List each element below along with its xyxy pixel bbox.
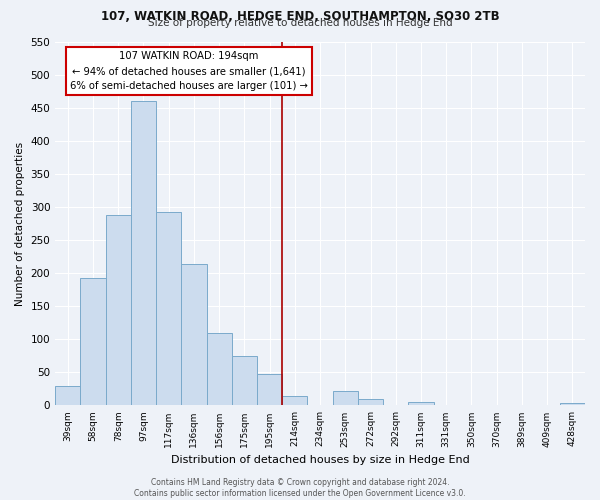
Bar [409, 402, 434, 406]
Bar [358, 399, 383, 406]
Text: 107, WATKIN ROAD, HEDGE END, SOUTHAMPTON, SO30 2TB: 107, WATKIN ROAD, HEDGE END, SOUTHAMPTON… [101, 10, 499, 23]
Bar [80, 278, 106, 406]
Bar [560, 404, 585, 406]
Bar [206, 332, 232, 406]
Bar [55, 386, 80, 406]
Bar [332, 391, 358, 406]
Text: Contains HM Land Registry data © Crown copyright and database right 2024.
Contai: Contains HM Land Registry data © Crown c… [134, 478, 466, 498]
Bar [282, 396, 307, 406]
Bar [257, 374, 282, 406]
Y-axis label: Number of detached properties: Number of detached properties [15, 142, 25, 306]
Bar [156, 212, 181, 406]
Bar [131, 101, 156, 406]
Bar [106, 215, 131, 406]
Text: 107 WATKIN ROAD: 194sqm
← 94% of detached houses are smaller (1,641)
6% of semi-: 107 WATKIN ROAD: 194sqm ← 94% of detache… [70, 52, 308, 91]
Bar [181, 264, 206, 406]
X-axis label: Distribution of detached houses by size in Hedge End: Distribution of detached houses by size … [171, 455, 469, 465]
Text: Size of property relative to detached houses in Hedge End: Size of property relative to detached ho… [148, 18, 452, 28]
Bar [232, 356, 257, 406]
